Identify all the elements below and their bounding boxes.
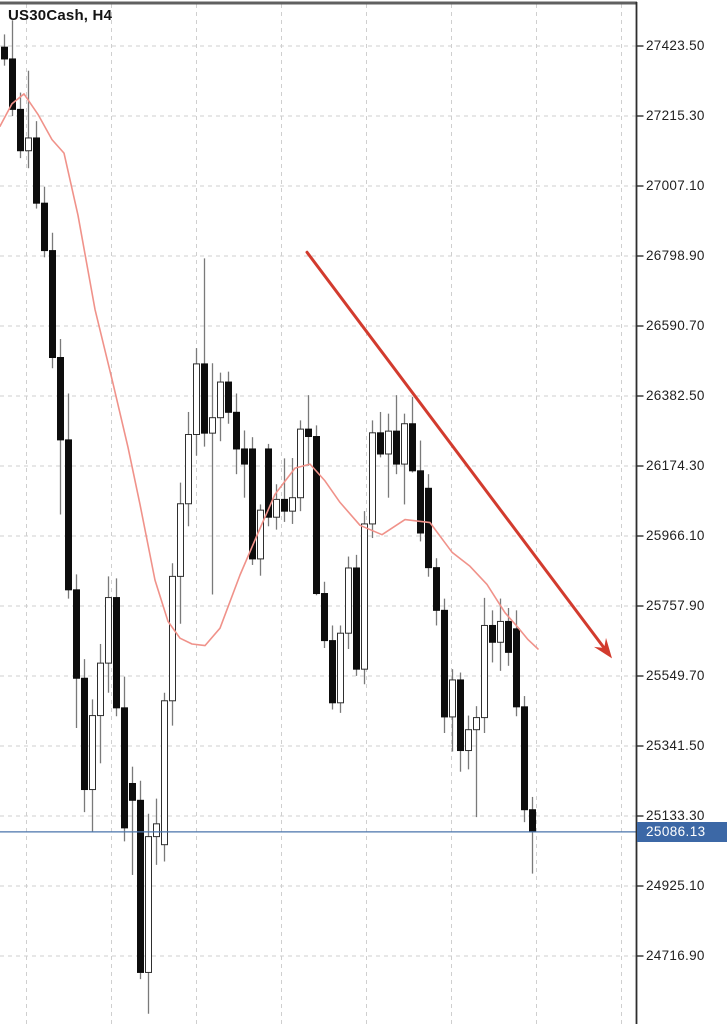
candle-body-bear xyxy=(505,620,512,653)
candle-body-bull xyxy=(257,509,264,560)
candle-body-bear xyxy=(249,448,256,560)
moving-average-line xyxy=(0,93,539,650)
candle-body-bear xyxy=(417,470,424,534)
candle-body-bull xyxy=(161,700,168,846)
candle-body-bull xyxy=(25,137,32,152)
candle-body-bull xyxy=(145,836,152,973)
candle-body-bear xyxy=(513,628,520,708)
candle-body-bear xyxy=(241,448,248,465)
chart-symbol-title: US30Cash, H4 xyxy=(8,7,113,24)
candle-body-bull xyxy=(345,567,352,634)
candle-body-bull xyxy=(105,597,112,664)
candle-body-bear xyxy=(281,498,288,512)
candle-body-bear xyxy=(129,782,136,801)
candle-body-bear xyxy=(441,609,448,718)
candle-body-bull xyxy=(473,717,480,731)
candle-body-bull xyxy=(385,430,392,455)
price-axis-label: 25341.50 xyxy=(646,737,705,753)
candle-body-bull xyxy=(177,503,184,577)
candle-body-bear xyxy=(65,439,72,591)
candle-body-bull xyxy=(465,729,472,752)
price-axis-label: 26382.50 xyxy=(646,387,705,403)
candle-body-bull xyxy=(217,381,224,419)
candle-body-bear xyxy=(121,707,128,829)
candle-body-bear xyxy=(17,108,24,152)
candle-body-bear xyxy=(313,436,320,595)
candle-body-bull xyxy=(185,433,192,505)
trend-arrow-line[interactable] xyxy=(305,250,606,649)
candle-body-bear xyxy=(393,430,400,465)
price-axis-label: 26798.90 xyxy=(646,247,705,263)
candle-body-bull xyxy=(297,428,304,499)
candle-body-bull xyxy=(153,823,160,838)
candle-body-bear xyxy=(201,363,208,434)
candle-body-bear xyxy=(137,799,144,973)
candle-body-bear xyxy=(529,809,536,833)
candle-body-bear xyxy=(33,137,40,204)
candle-body-bear xyxy=(425,487,432,569)
candle-body-bull xyxy=(497,620,504,643)
price-axis-label: 26174.30 xyxy=(646,457,705,473)
candle-body-bull xyxy=(273,498,280,518)
price-axis-label: 27007.10 xyxy=(646,177,705,193)
candle-body-bull xyxy=(481,624,488,719)
candle-body-bear xyxy=(521,706,528,811)
price-axis-label: 25966.10 xyxy=(646,527,705,543)
candle-body-bull xyxy=(193,363,200,435)
candle-body-bull xyxy=(361,523,368,670)
price-axis-label: 25549.70 xyxy=(646,667,705,683)
candle-body-bear xyxy=(353,567,360,670)
candle-body-bear xyxy=(57,357,64,441)
candle-body-bear xyxy=(49,250,56,359)
candle-body-bear xyxy=(305,428,312,438)
candle-body-bull xyxy=(369,432,376,525)
candle-body-bear xyxy=(81,677,88,791)
candle-body-bull xyxy=(449,679,456,718)
current-price-tag: 25086.13 xyxy=(637,821,727,842)
candle-body-bull xyxy=(89,715,96,791)
candle-body-bull xyxy=(97,662,104,717)
candle-body-bear xyxy=(409,423,416,472)
candle-body-bear xyxy=(489,624,496,643)
candle-body-bull xyxy=(289,497,296,512)
candle-body-bear xyxy=(233,411,240,450)
candle-body-bear xyxy=(377,432,384,455)
candle-body-bull xyxy=(337,632,344,704)
price-axis-label: 27215.30 xyxy=(646,107,705,123)
candle-body-bull xyxy=(209,417,216,434)
candle-body-bear xyxy=(457,679,464,752)
trend-arrow-head[interactable] xyxy=(594,637,612,659)
candle-body-bear xyxy=(225,381,232,413)
candle-body-bull xyxy=(401,423,408,465)
candle-body-bear xyxy=(73,589,80,679)
price-axis-label: 27423.50 xyxy=(646,38,705,53)
price-axis-label: 26590.70 xyxy=(646,317,705,333)
price-axis-label: 24925.10 xyxy=(646,877,705,893)
price-axis-label: 25757.90 xyxy=(646,597,705,613)
candle-body-bear xyxy=(1,46,8,60)
candle-body-bear xyxy=(321,593,328,642)
candle-body-bear xyxy=(41,202,48,252)
candle-body-bear xyxy=(9,58,16,110)
price-axis-label: 24716.90 xyxy=(646,947,705,963)
candle-body-bear xyxy=(433,567,440,611)
candle-body-bear xyxy=(113,597,120,709)
candle-body-bear xyxy=(329,640,336,704)
candle-body-bear xyxy=(265,448,272,518)
candle-body-bull xyxy=(169,575,176,702)
price-axis-label: 25133.30 xyxy=(646,807,705,823)
